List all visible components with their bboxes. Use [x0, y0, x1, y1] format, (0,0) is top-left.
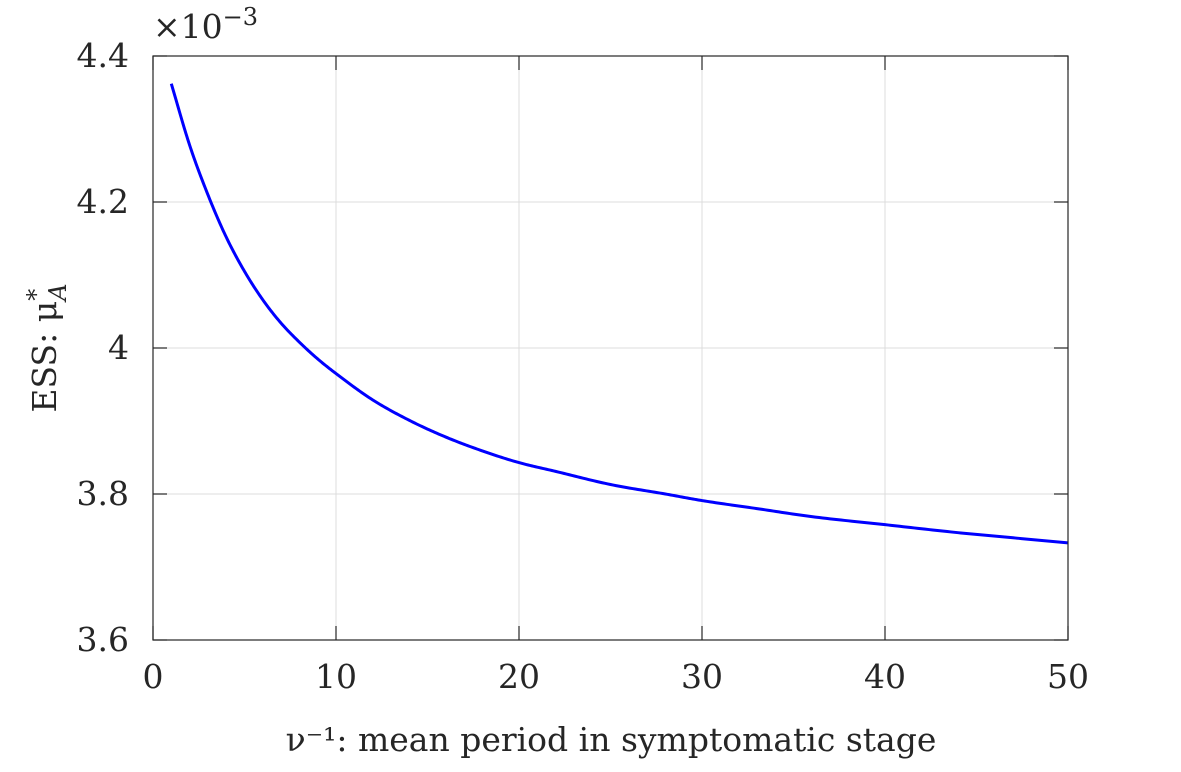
y-tick-label: 4 — [108, 328, 129, 367]
y-label-superscript: * — [22, 289, 50, 301]
y-label-main: ESS: μ — [25, 301, 64, 413]
x-tick-label: 20 — [498, 657, 540, 696]
y-tick-labels: 3.6 3.8 4 4.2 4.4 — [77, 36, 129, 659]
x-tick-label: 40 — [864, 657, 906, 696]
y-tick-label: 4.4 — [77, 36, 129, 75]
grid-layer — [152, 55, 1069, 641]
x-axis-label: ν⁻¹: mean period in symptomatic stage — [286, 720, 937, 759]
y-tick-label: 3.8 — [77, 474, 129, 513]
x-tick-label: 50 — [1047, 657, 1089, 696]
tick-layer — [152, 55, 1069, 641]
x-tick-label: 10 — [315, 657, 357, 696]
y-axis-multiplier: ×10−3 — [153, 3, 258, 46]
series-line — [169, 83, 1069, 545]
x-tick-label: 0 — [143, 657, 164, 696]
y-axis-label: ESS: μ*A — [22, 283, 72, 412]
x-tick-labels: 0 10 20 30 40 50 — [143, 657, 1090, 696]
x-tick-label: 30 — [681, 657, 723, 696]
y-tick-label: 4.2 — [77, 182, 129, 221]
y-multiplier-base: ×10 — [153, 7, 223, 46]
y-tick-label: 3.6 — [77, 620, 129, 659]
y-multiplier-exponent: −3 — [223, 3, 258, 31]
y-label-subscript: A — [44, 283, 72, 302]
